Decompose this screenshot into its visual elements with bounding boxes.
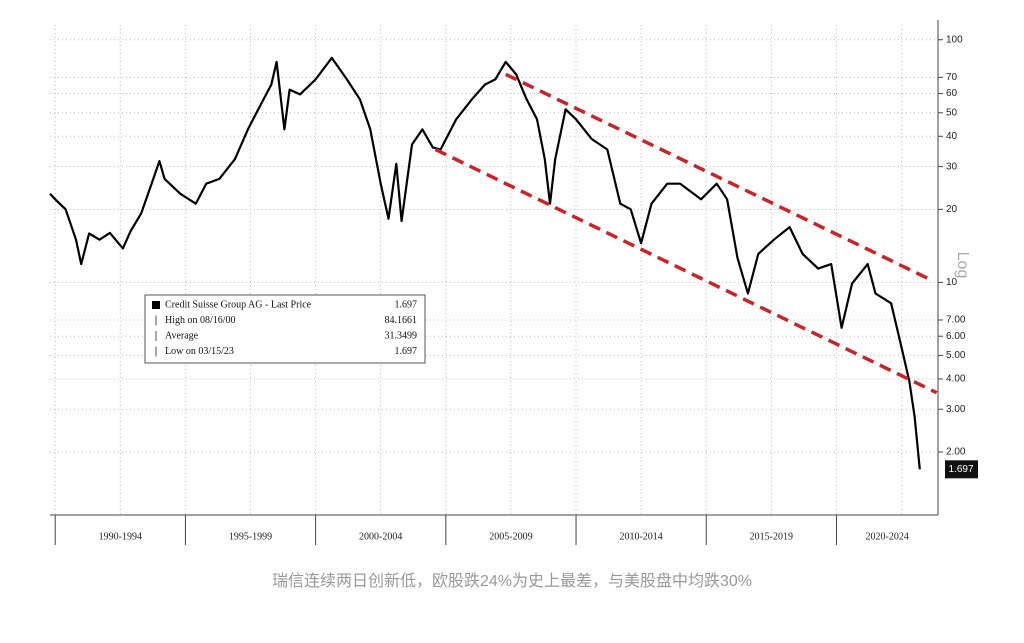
y-tick-label: 100	[946, 34, 963, 45]
x-band-label: 2005-2009	[489, 531, 532, 542]
y-tick-label: 50	[946, 107, 958, 118]
trend-line	[504, 72, 929, 280]
y-tick-label: 40	[946, 131, 958, 142]
x-band-label: 2000-2004	[359, 531, 402, 542]
legend-label: Low on 03/15/23	[165, 346, 234, 357]
caption: 瑞信连续两日创新低，欧股跌24%为史上最差，与美股盘中均跌30%	[272, 571, 752, 590]
legend-value: 1.697	[395, 346, 418, 357]
y-axis-label: Log	[954, 252, 971, 279]
x-band-label: 1995-1999	[229, 531, 272, 542]
price-line	[49, 56, 921, 470]
y-tick-label: 5.00	[946, 350, 966, 361]
legend-value: 31.3499	[385, 330, 418, 341]
y-tick-label: 3.00	[946, 404, 966, 415]
legend-value: 1.697	[395, 299, 418, 310]
trend-line	[434, 147, 938, 395]
y-tick-label: 6.00	[946, 331, 966, 342]
y-tick-label: 20	[946, 204, 958, 215]
y-tick-label: 4.00	[946, 374, 966, 385]
y-tick-label: 70	[946, 72, 958, 83]
x-band-label: 2010-2014	[619, 531, 662, 542]
y-tick-label: 60	[946, 88, 958, 99]
legend-value: 84.1661	[385, 315, 418, 326]
last-price-label: 1.697	[948, 464, 973, 475]
y-tick-label: 7.00	[946, 315, 966, 326]
legend-label: Credit Suisse Group AG - Last Price	[165, 299, 312, 310]
last-price-tag	[945, 460, 978, 479]
legend-box	[144, 294, 426, 364]
y-tick-label: 2.00	[946, 447, 966, 458]
y-tick-label: 30	[946, 161, 958, 172]
legend-label: High on 08/16/00	[165, 315, 236, 326]
x-band-label: 1990-1994	[99, 531, 142, 542]
x-band-label: 2020-2024	[866, 531, 909, 542]
y-tick-label: 10	[946, 277, 958, 288]
legend-swatch	[152, 301, 160, 309]
x-band-label: 2015-2019	[750, 531, 793, 542]
legend-label: Average	[165, 330, 199, 341]
